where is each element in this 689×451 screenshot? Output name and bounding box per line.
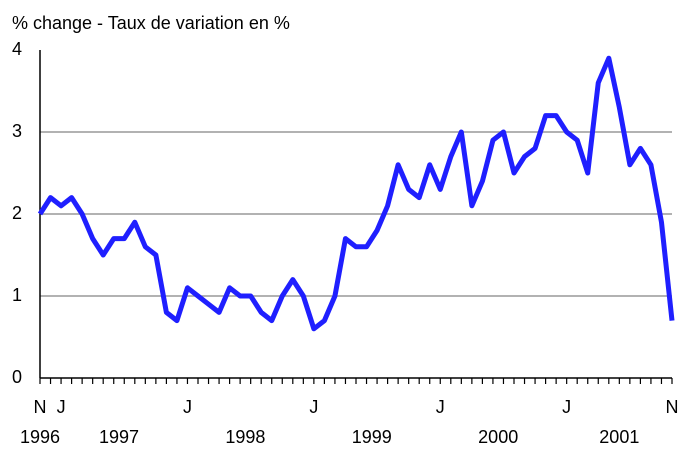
year-label: 1997 [99, 427, 139, 447]
chart-title: % change - Taux de variation en % [12, 13, 290, 33]
y-tick-label: 2 [12, 203, 22, 223]
y-tick-label: 1 [12, 285, 22, 305]
y-tick-label: 3 [12, 121, 22, 141]
x-tick-label: J [562, 397, 571, 417]
x-tick-label: N [666, 397, 679, 417]
year-label: 2001 [599, 427, 639, 447]
y-tick-label: 0 [12, 367, 22, 387]
year-label: 1998 [225, 427, 265, 447]
y-tick-label: 4 [12, 39, 22, 59]
x-tick-label: J [57, 397, 66, 417]
data-line [37, 55, 675, 332]
x-tick-label: N [34, 397, 47, 417]
year-label: 2000 [478, 427, 518, 447]
x-tick-label: J [183, 397, 192, 417]
x-tick-label: J [436, 397, 445, 417]
year-label: 1999 [352, 427, 392, 447]
x-tick-label: J [309, 397, 318, 417]
year-label: 1996 [20, 427, 60, 447]
